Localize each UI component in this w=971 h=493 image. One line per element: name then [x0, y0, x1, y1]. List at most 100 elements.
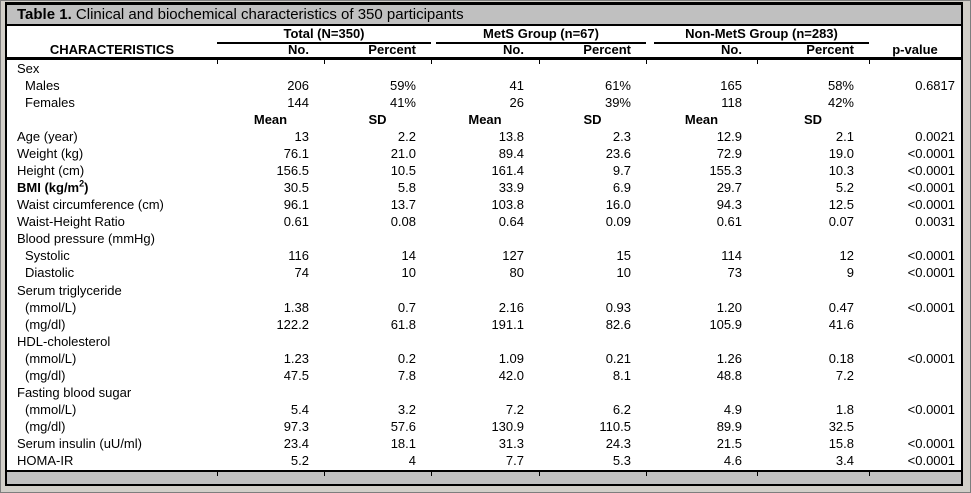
table-row: Females 144 41% 26 39% 118 42%	[7, 94, 961, 111]
cell-value: 122.2	[276, 316, 309, 332]
cell-value: 191.1	[491, 316, 524, 332]
cell-pvalue: <0.0001	[907, 436, 955, 452]
row-label: (mmol/L)	[25, 299, 77, 315]
cell-value: 24.3	[605, 436, 631, 452]
cell-value: 94.3	[716, 197, 742, 213]
table-caption-label: Table 1.	[17, 6, 72, 23]
table-row: Waist-Height Ratio 0.61 0.08 0.64 0.09 0.61 0…	[7, 214, 961, 231]
cell-value: 41	[509, 77, 524, 93]
cell-value: 206	[287, 77, 309, 93]
cell-value: 105.9	[709, 316, 742, 332]
row-label: Serum insulin (uU/ml)	[17, 436, 142, 452]
table-row: (mmol/L) 5.4 3.2 7.2 6.2 4.9 1.8 <0.0001	[7, 402, 961, 419]
cell-value: 0.2	[397, 350, 416, 366]
cell-value: 41%	[389, 94, 416, 110]
cell-value: 4.6	[723, 453, 742, 469]
row-label: BMI (kg/m2)	[17, 180, 89, 196]
row-label: Serum triglyceride	[17, 282, 122, 298]
cell-value: 5.2	[290, 453, 309, 469]
row-label: Females	[25, 94, 75, 110]
row-label: Weight (kg)	[17, 145, 84, 161]
column-boundary-tick	[217, 60, 218, 64]
cell-value: 10	[401, 265, 416, 281]
column-boundary-tick	[324, 472, 325, 476]
cell-value: 29.7	[716, 180, 742, 196]
column-boundary-tick	[757, 60, 758, 64]
column-boundary-tick	[646, 60, 647, 64]
cell-value: 32.5	[828, 419, 854, 435]
cell-value: 13	[294, 128, 309, 144]
cell-pvalue: <0.0001	[907, 163, 955, 178]
row-label: (mg/dl)	[25, 316, 66, 332]
cell-value: 72.9	[716, 145, 742, 161]
cell-value: 74	[294, 265, 309, 281]
column-boundary-tick	[324, 60, 325, 64]
row-label: Sex	[17, 60, 40, 76]
cell-value: 5.2	[835, 180, 854, 196]
cell-value: 0.21	[605, 350, 631, 366]
cell-value: 4.9	[723, 402, 742, 418]
column-header-no-total: No.	[288, 42, 309, 57]
cell-value: 18.1	[390, 436, 416, 452]
row-label: (mmol/L)	[25, 350, 77, 366]
cell-value: Mean	[253, 111, 288, 127]
cell-value: 13.7	[390, 197, 416, 213]
cell-value: 2.16	[498, 299, 524, 315]
cell-value: 58%	[827, 77, 854, 93]
table-row: Waist circumference (cm) 96.1 13.7 103.8 16…	[7, 197, 961, 214]
column-boundary-tick	[646, 472, 647, 476]
row-label: (mmol/L)	[25, 402, 77, 418]
cell-value: 0.47	[828, 299, 854, 315]
cell-pvalue: <0.0001	[907, 248, 955, 264]
cell-value: 0.93	[605, 299, 631, 315]
cell-value: 23.6	[605, 145, 631, 161]
cell-value: 42.0	[498, 367, 524, 383]
row-label: Systolic	[25, 248, 70, 264]
row-label: (mg/dl)	[25, 367, 66, 383]
cell-value: 3.2	[397, 402, 416, 418]
cell-value: 59%	[389, 77, 416, 93]
row-label: Age (year)	[17, 128, 78, 144]
cell-value: 19.0	[828, 145, 854, 161]
cell-value: 1.38	[283, 299, 309, 315]
row-label: Fasting blood sugar	[17, 385, 132, 401]
table-body: Sex Males 206 59% 41 61% 165 58% 0.6817 Female…	[7, 60, 961, 470]
cell-value: 80	[509, 265, 524, 281]
cell-value: 97.3	[283, 419, 309, 435]
cell-value: 89.9	[716, 419, 742, 435]
cell-value: SD	[368, 111, 387, 127]
column-boundary-tick	[431, 472, 432, 476]
cell-value: 127	[502, 248, 524, 264]
cell-value: 7.2	[835, 367, 854, 383]
row-label: Diastolic	[25, 265, 75, 281]
bottom-divider	[7, 470, 961, 476]
cell-value: 103.8	[491, 197, 524, 213]
table-row: (mg/dl) 97.3 57.6 130.9 110.5 89.9 32.5	[7, 419, 961, 436]
cell-value: 114	[721, 248, 742, 264]
cell-value: 13.8	[498, 128, 524, 144]
column-boundary-tick	[757, 472, 758, 476]
cell-value: 0.61	[716, 214, 742, 230]
table-caption-text: Clinical and biochemical characteristics…	[71, 6, 464, 23]
table-row: Age (year) 13 2.2 13.8 2.3 12.9 2.1 0.0021	[7, 128, 961, 145]
cell-value: 0.09	[605, 214, 631, 230]
cell-value: 76.1	[283, 145, 309, 161]
table-row: HDL-cholesterol	[7, 333, 961, 350]
column-header-pvalue: p-value	[892, 42, 938, 57]
cell-value: 12.5	[828, 197, 854, 213]
cell-value: 26	[509, 94, 524, 110]
row-label: Waist circumference (cm)	[17, 197, 164, 213]
cell-value: 2.2	[397, 128, 416, 144]
cell-value: 0.18	[828, 350, 854, 366]
column-header-percent-total: Percent	[368, 42, 416, 57]
cell-pvalue: 0.0021	[915, 128, 955, 144]
cell-value: 1.26	[716, 350, 742, 366]
group-header-nonmets: Non-MetS Group (n=283)	[654, 26, 869, 44]
table-row: (mmol/L) 1.23 0.2 1.09 0.21 1.26 0.18 <0.0001	[7, 350, 961, 367]
column-header-row: CHARACTERISTICS No. Percent No. Percent …	[7, 43, 961, 57]
footer-bar	[7, 472, 961, 484]
cell-value: 1.8	[835, 402, 854, 418]
group-header-mets: MetS Group (n=67)	[436, 26, 646, 44]
cell-value: 144	[287, 94, 309, 110]
